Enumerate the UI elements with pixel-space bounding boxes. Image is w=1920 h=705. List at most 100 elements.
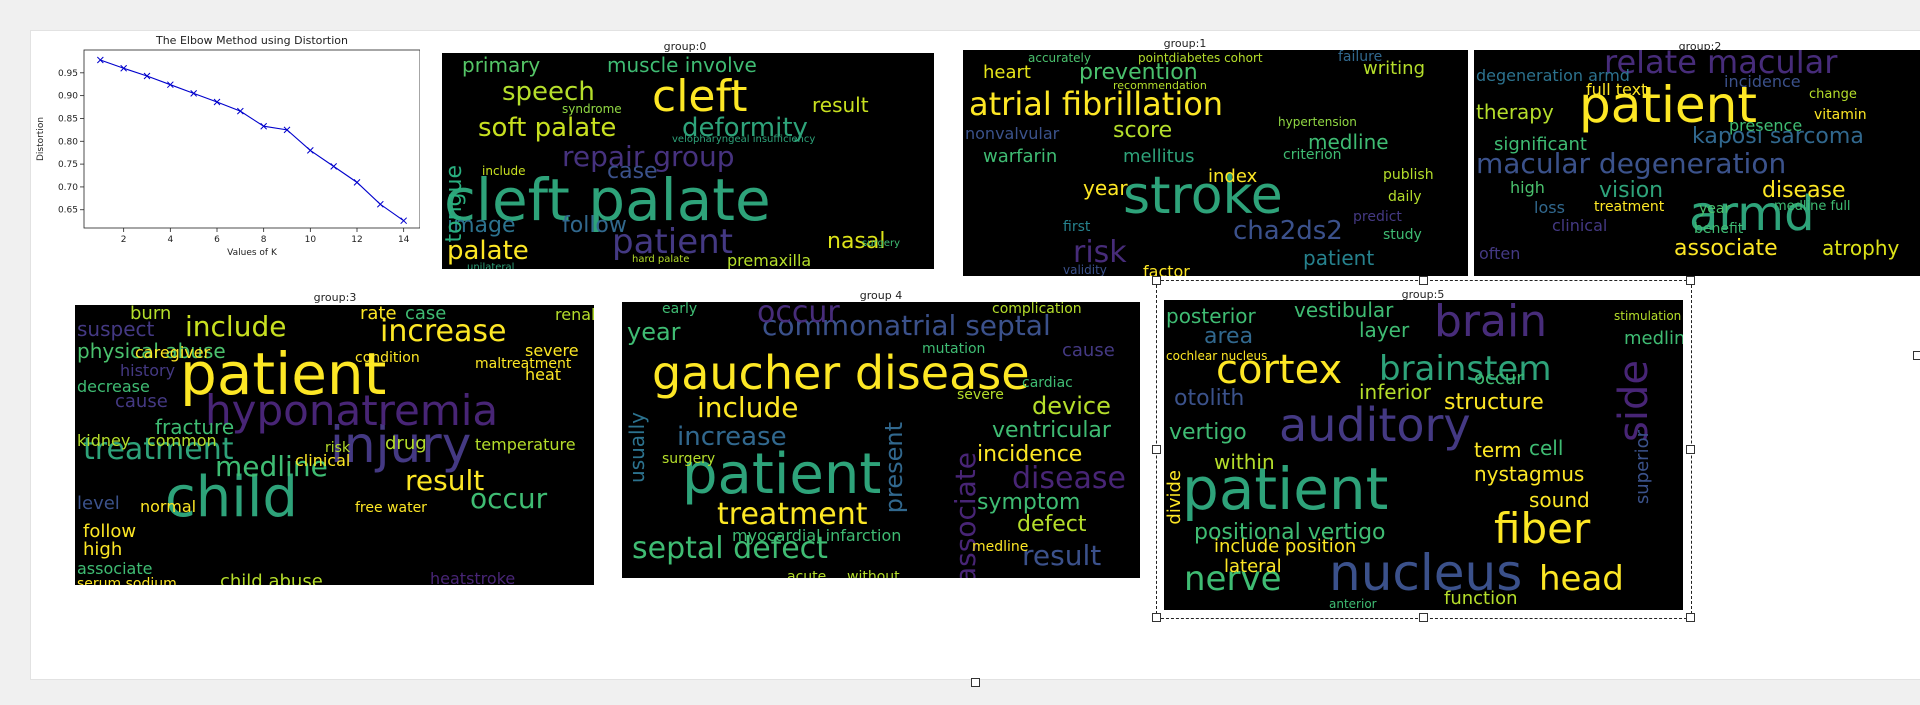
chart-title: The Elbow Method using Distortion bbox=[155, 34, 348, 47]
wordcloud-word: unilateral bbox=[467, 262, 515, 270]
wordcloud-word: incidence bbox=[977, 442, 1083, 467]
data-point-marker bbox=[330, 163, 338, 170]
data-point-marker bbox=[306, 147, 314, 154]
wordcloud-word: stimulation bbox=[1614, 309, 1682, 323]
wordcloud-word: nucleus bbox=[1329, 544, 1523, 602]
resize-handle-bottom-right[interactable] bbox=[1686, 613, 1695, 622]
wordcloud-word: kaposi sarcoma bbox=[1692, 124, 1864, 149]
wordcloud-word: septal defect bbox=[632, 531, 828, 566]
wordcloud-word: associate bbox=[1674, 236, 1778, 261]
wordcloud-word: year bbox=[1083, 176, 1128, 200]
wordcloud-word: repair group bbox=[562, 140, 735, 173]
panel-title-group-5: group:5 bbox=[1401, 288, 1445, 301]
wordcloud-word: structure bbox=[1444, 390, 1544, 415]
wordcloud-word: caregiver bbox=[135, 343, 211, 362]
wordcloud-word: usually bbox=[625, 412, 649, 483]
wordcloud-word: treatment bbox=[717, 497, 868, 532]
resize-handle-top-center[interactable] bbox=[1419, 276, 1428, 285]
wordcloud-word: include bbox=[697, 391, 799, 424]
wordcloud-word: head bbox=[1539, 559, 1624, 599]
resize-handle-bottom-left[interactable] bbox=[1152, 613, 1161, 622]
wordcloud-word: medline bbox=[972, 539, 1029, 555]
panel-title-group-2: group:2 bbox=[1678, 40, 1722, 53]
wordcloud-group-5: patient nucleus auditory cortex brainstem bra… bbox=[1164, 300, 1683, 610]
resize-handle-bottom-center[interactable] bbox=[1419, 613, 1428, 622]
wordcloud-word: factor bbox=[1143, 262, 1190, 277]
wordcloud-word: year bbox=[627, 318, 681, 346]
panel-title-group-1: group:1 bbox=[1163, 37, 1207, 50]
wordcloud-word: history bbox=[120, 361, 176, 380]
y-tick-label: 0.75 bbox=[58, 160, 78, 170]
wordcloud-word: change bbox=[1809, 87, 1857, 102]
wordcloud-word: patient bbox=[612, 222, 733, 262]
wordcloud-word: year bbox=[1699, 201, 1731, 217]
wordcloud-word: atrophy bbox=[1822, 236, 1900, 260]
wordcloud-word: include bbox=[185, 310, 287, 343]
wordcloud-word: cochlear nucleus bbox=[1166, 349, 1268, 363]
elbow-chart: The Elbow Method using Distortion 2 4 6 8 10 1… bbox=[36, 34, 420, 258]
wordcloud-word: free water bbox=[355, 500, 427, 516]
canvas-resize-handle-bottom[interactable] bbox=[971, 678, 980, 687]
wordcloud-word: loss bbox=[1534, 198, 1565, 217]
wordcloud-word: renal bbox=[555, 305, 594, 324]
wordcloud-word: vestibular bbox=[1294, 300, 1394, 322]
wordcloud-word: nasal bbox=[827, 229, 886, 254]
resize-handle-top-left[interactable] bbox=[1152, 276, 1161, 285]
data-point-marker bbox=[353, 179, 361, 186]
wordcloud-word: maltreatment bbox=[475, 356, 572, 372]
wordcloud-word: patient bbox=[180, 340, 387, 408]
wordcloud-word: heat bbox=[525, 365, 562, 384]
wordcloud-word: severe bbox=[957, 387, 1004, 403]
wordcloud-word: follow bbox=[83, 521, 137, 542]
resize-handle-middle-left[interactable] bbox=[1152, 445, 1161, 454]
wordcloud-word: heatstroke bbox=[430, 569, 516, 586]
resize-handle-top-right[interactable] bbox=[1686, 276, 1695, 285]
resize-handle-middle-right[interactable] bbox=[1686, 445, 1695, 454]
wordcloud-word: myocardial infarction bbox=[732, 526, 902, 545]
wordcloud-word: cha2ds2 bbox=[1233, 216, 1343, 246]
wordcloud-word: vitamin bbox=[1814, 107, 1867, 123]
wordcloud-word: device bbox=[1032, 392, 1111, 420]
x-tick-label: 6 bbox=[214, 235, 220, 245]
wordcloud-word: relate macular bbox=[1604, 50, 1838, 81]
canvas-resize-handle-right[interactable] bbox=[1913, 351, 1920, 360]
wordcloud-word: hyponatremia bbox=[205, 386, 499, 435]
wordcloud-word: result bbox=[812, 93, 869, 117]
wordcloud-word: disease bbox=[1012, 461, 1126, 496]
data-point-marker bbox=[190, 90, 198, 97]
wordcloud-word: term bbox=[1474, 438, 1522, 462]
wordcloud-word: fracture bbox=[155, 415, 235, 439]
wordcloud-word: degeneration armd bbox=[1476, 66, 1630, 85]
wordcloud-word: warfarin bbox=[983, 146, 1058, 167]
wordcloud-word: serum sodium bbox=[77, 576, 177, 585]
wordcloud-word: treatment bbox=[83, 432, 234, 467]
wordcloud-word: high bbox=[1510, 178, 1545, 197]
wordcloud-word: follow bbox=[562, 213, 627, 238]
wordcloud-word: present bbox=[880, 422, 908, 514]
y-tick-label: 0.95 bbox=[58, 69, 78, 79]
wordcloud-word: failure bbox=[1338, 50, 1383, 65]
wordcloud-word: atrial fibrillation bbox=[969, 85, 1224, 123]
x-tick-label: 2 bbox=[121, 235, 127, 245]
wordcloud-word: increase bbox=[380, 314, 507, 349]
wordcloud-word: drug bbox=[385, 433, 427, 454]
wordcloud-word: hypertension bbox=[1278, 115, 1357, 129]
wordcloud-word: risk bbox=[1073, 235, 1127, 270]
wordcloud-word: often bbox=[1479, 244, 1521, 263]
wordcloud-word: recommendation bbox=[1113, 79, 1207, 92]
y-axis-label: Distortion bbox=[36, 117, 46, 161]
wordcloud-group-4: gaucher disease patient treatment septal de… bbox=[622, 302, 1140, 578]
wordcloud-word: vertigo bbox=[1169, 420, 1247, 445]
panel-title-group-0: group:0 bbox=[663, 40, 707, 53]
wordcloud-word: index bbox=[1208, 166, 1258, 187]
wordcloud-word: condition bbox=[355, 350, 420, 366]
data-point-marker bbox=[283, 126, 291, 134]
wordcloud-word: patient bbox=[1579, 76, 1757, 134]
wordcloud-word: cleft palate bbox=[444, 166, 771, 234]
wordcloud-word: heart bbox=[983, 62, 1031, 83]
wordcloud-group-2: patient armd macular degeneration relate ma… bbox=[1474, 50, 1920, 276]
wordcloud-word: clinical bbox=[1552, 216, 1608, 235]
wordcloud-word: pointdiabetes cohort bbox=[1138, 51, 1263, 65]
wordcloud-word: increase bbox=[677, 422, 787, 452]
wordcloud-word: include position bbox=[1214, 536, 1357, 557]
